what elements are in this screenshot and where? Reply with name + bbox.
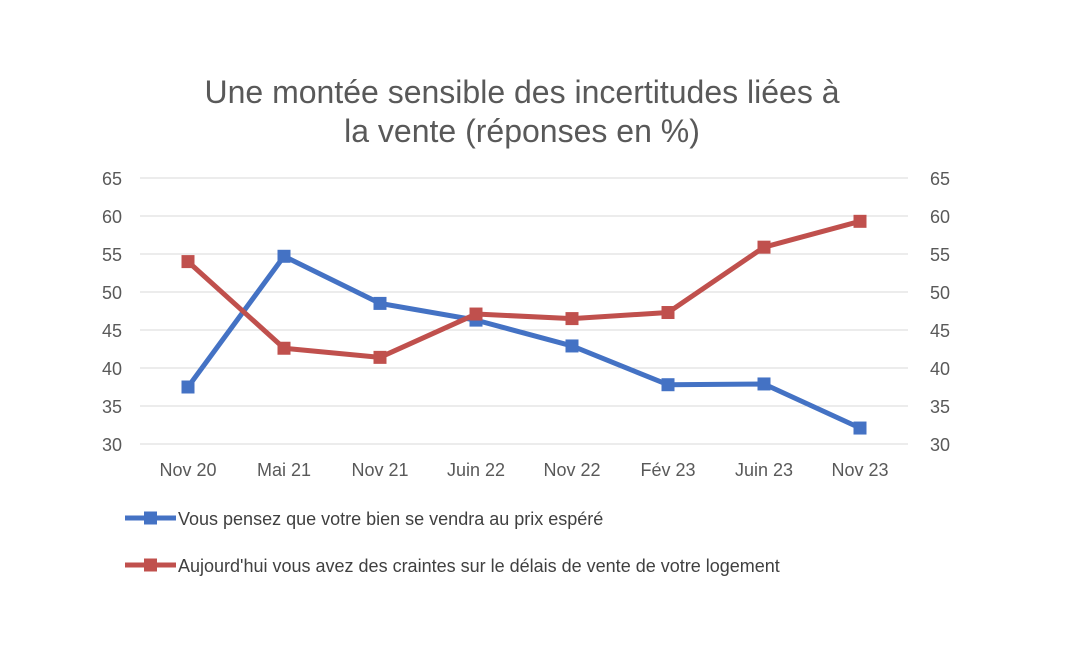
data-point-marker xyxy=(373,350,387,364)
x-tick-label: Juin 22 xyxy=(447,460,505,480)
data-point-marker xyxy=(565,339,579,353)
data-point-marker xyxy=(661,378,675,392)
series-group xyxy=(181,214,867,435)
data-point-marker xyxy=(469,307,483,321)
data-point-marker xyxy=(277,249,291,263)
x-tick-label: Nov 23 xyxy=(831,460,888,480)
data-point-marker xyxy=(373,296,387,310)
y-tick-right: 55 xyxy=(930,245,950,265)
data-point-marker xyxy=(565,312,579,326)
y-tick-right: 60 xyxy=(930,207,950,227)
data-point-marker xyxy=(853,214,867,228)
y-tick-left: 40 xyxy=(102,359,122,379)
data-point-marker xyxy=(181,255,195,269)
series-line xyxy=(185,253,863,431)
y-axis-right: 30 35 40 45 50 55 60 65 xyxy=(930,169,950,455)
x-tick-label: Nov 21 xyxy=(351,460,408,480)
chart-title-line-1: Une montée sensible des incertitudes lié… xyxy=(204,74,839,110)
y-tick-left: 60 xyxy=(102,207,122,227)
x-axis: Nov 20 Mai 21 Nov 21 Juin 22 Nov 22 Fév 23 Jui… xyxy=(159,460,888,480)
y-tick-left: 65 xyxy=(102,169,122,189)
data-point-marker xyxy=(757,240,771,254)
y-tick-left: 30 xyxy=(102,435,122,455)
data-point-marker xyxy=(181,380,195,394)
legend-label: Vous pensez que votre bien se vendra au … xyxy=(178,509,603,529)
x-tick-label: Fév 23 xyxy=(640,460,695,480)
y-tick-right: 40 xyxy=(930,359,950,379)
y-tick-left: 50 xyxy=(102,283,122,303)
legend-marker-swatch xyxy=(144,511,157,525)
data-point-marker xyxy=(277,341,291,355)
x-tick-label: Juin 23 xyxy=(735,460,793,480)
x-tick-label: Mai 21 xyxy=(257,460,311,480)
series-line xyxy=(185,218,863,360)
y-tick-right: 50 xyxy=(930,283,950,303)
legend-entry-2: Aujourd'hui vous avez des craintes sur l… xyxy=(125,556,780,576)
y-tick-right: 45 xyxy=(930,321,950,341)
y-tick-right: 30 xyxy=(930,435,950,455)
series-1 xyxy=(181,249,867,435)
x-tick-label: Nov 22 xyxy=(543,460,600,480)
gridlines xyxy=(140,177,908,445)
x-tick-label: Nov 20 xyxy=(159,460,216,480)
y-tick-right: 35 xyxy=(930,397,950,417)
y-axis-left: 30 35 40 45 50 55 60 65 xyxy=(102,169,122,455)
y-tick-left: 55 xyxy=(102,245,122,265)
data-point-marker xyxy=(853,421,867,435)
legend-label: Aujourd'hui vous avez des craintes sur l… xyxy=(178,556,780,576)
legend-entry-1: Vous pensez que votre bien se vendra au … xyxy=(125,509,603,529)
chart-title-line-2: la vente (réponses en %) xyxy=(344,113,700,149)
y-tick-right: 65 xyxy=(930,169,950,189)
series-2 xyxy=(181,214,867,364)
legend-marker-swatch xyxy=(144,558,157,572)
y-tick-left: 35 xyxy=(102,397,122,417)
legend: Vous pensez que votre bien se vendra au … xyxy=(125,509,780,576)
data-point-marker xyxy=(757,377,771,391)
y-tick-left: 45 xyxy=(102,321,122,341)
data-point-marker xyxy=(661,306,675,320)
